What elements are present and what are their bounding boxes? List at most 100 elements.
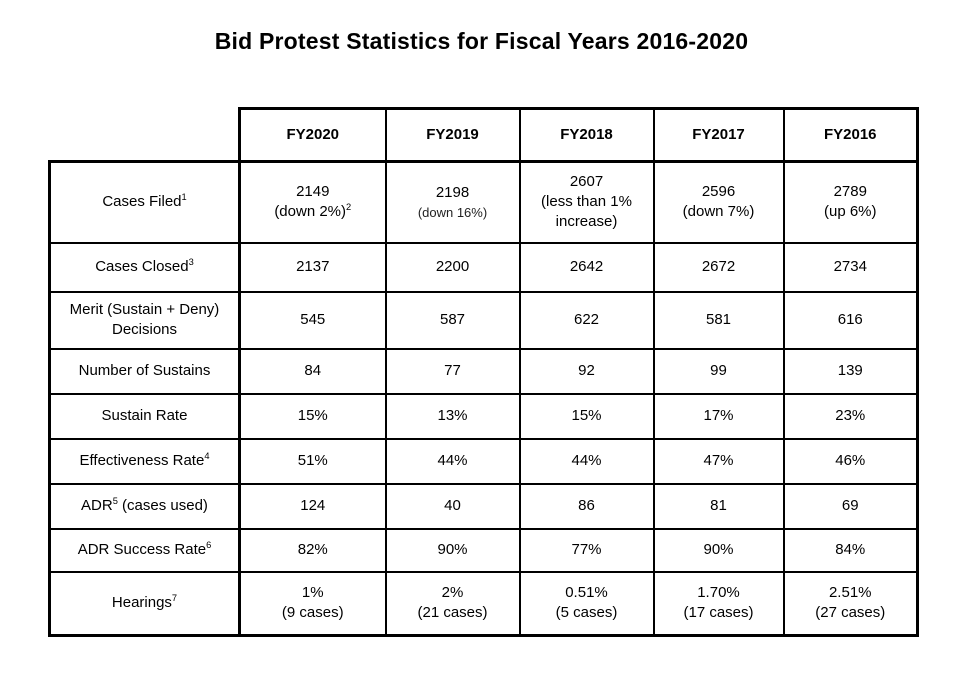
table-row: Cases Filed1 2149 (down 2%)2 2198 (down 16%)… — [48, 160, 919, 244]
cell-line: 69 — [841, 496, 859, 514]
cell-line: 2734 — [833, 257, 867, 275]
table-cell: 15% — [238, 392, 387, 440]
cell-line: 17% — [703, 406, 734, 424]
table-cell: 616 — [782, 290, 919, 350]
table-cell: 2.51% (27 cases) — [782, 570, 919, 637]
row-label: Effectiveness Rate4 — [48, 437, 241, 485]
cell-line: (down 2%)2 — [274, 202, 352, 221]
table-cell: 2137 — [238, 241, 387, 293]
table-cell: 2% (21 cases) — [384, 570, 521, 637]
row-label: Sustain Rate — [48, 392, 241, 440]
cell-line: (17 cases) — [683, 604, 754, 622]
table-cell: 2198 (down 16%) — [384, 160, 521, 244]
cell-line: 2% — [441, 584, 464, 601]
table-cell: 139 — [782, 347, 919, 395]
table-cell: 44% — [518, 437, 655, 485]
cell-line: 46% — [835, 451, 866, 469]
cell-line: 13% — [437, 406, 468, 424]
cell-line: 2137 — [296, 257, 330, 275]
row-label: ADR5 (cases used) — [48, 482, 241, 530]
cell-line: 44% — [571, 451, 602, 469]
table-cell: 46% — [782, 437, 919, 485]
cell-line: 15% — [297, 406, 328, 424]
cell-line: 2.51% — [828, 584, 872, 601]
table-cell: 2642 — [518, 241, 655, 293]
table-row: Effectiveness Rate4 51% 44% 44% 47% 46% — [48, 437, 919, 485]
cell-line: 1% — [301, 584, 324, 601]
cell-line: (less than 1% increase) — [541, 193, 632, 231]
cell-line: (21 cases) — [417, 604, 488, 622]
table-cell: 92 — [518, 347, 655, 395]
table-cell: 44% — [384, 437, 521, 485]
page-title: Bid Protest Statistics for Fiscal Years … — [214, 28, 749, 54]
cell-line: (down 7%) — [682, 203, 755, 221]
table-cell: 99 — [652, 347, 785, 395]
cell-line: 77% — [571, 540, 602, 558]
table-row: Merit (Sustain + Deny) Decisions 545 587 62… — [48, 290, 919, 350]
row-label: ADR Success Rate6 — [48, 527, 241, 573]
table-cell: 47% — [652, 437, 785, 485]
table-cell: 77 — [384, 347, 521, 395]
cell-line: 1.70% — [697, 584, 740, 601]
cell-line: 82% — [297, 540, 328, 558]
cell-line: 51% — [297, 451, 328, 469]
cell-line: 616 — [837, 310, 863, 328]
cell-line: 545 — [300, 310, 326, 328]
column-header-fy2020: FY2020 — [238, 107, 387, 163]
row-label: Hearings7 — [48, 570, 241, 637]
table-row: Sustain Rate 15% 13% 15% 17% 23% — [48, 392, 919, 440]
cell-line: 581 — [705, 310, 732, 328]
table-cell: 51% — [238, 437, 387, 485]
cell-line: (up 6%) — [823, 203, 877, 221]
table-cell: 40 — [384, 482, 521, 530]
cell-line: 622 — [573, 310, 600, 328]
cell-line: (9 cases) — [281, 604, 344, 622]
cell-line: 86 — [578, 496, 595, 514]
table-cell: 0.51% (5 cases) — [518, 570, 655, 637]
table-row: Hearings7 1% (9 cases) 2% (21 cases) 0.51% (5 … — [48, 570, 919, 637]
table-cell: 2607 (less than 1% increase) — [518, 160, 655, 244]
table-cell: 124 — [238, 482, 387, 530]
cell-line: (27 cases) — [815, 604, 886, 622]
table-cell: 2596 (down 7%) — [652, 160, 785, 244]
table-cell: 581 — [652, 290, 785, 350]
cell-line: 0.51% — [565, 584, 608, 601]
row-label: Merit (Sustain + Deny) Decisions — [48, 290, 241, 350]
table-cell: 90% — [384, 527, 521, 573]
cell-line: 2642 — [569, 257, 604, 275]
table-cell: 84 — [238, 347, 387, 395]
column-header-fy2019: FY2019 — [384, 107, 521, 163]
cell-line: 2149 — [296, 183, 330, 200]
table-body: Cases Filed1 2149 (down 2%)2 2198 (down 16%)… — [48, 160, 919, 637]
table-cell: 545 — [238, 290, 387, 350]
column-header-fy2018: FY2018 — [518, 107, 655, 163]
table-cell: 84% — [782, 527, 919, 573]
table-cell: 2789 (up 6%) — [782, 160, 919, 244]
cell-line: (down 16%) — [417, 204, 488, 220]
table-row: ADR Success Rate6 82% 90% 77% 90% 84% — [48, 527, 919, 573]
cell-line: 90% — [437, 540, 468, 558]
cell-line: 2596 — [701, 183, 736, 200]
statistics-table-container: FY2020 FY2019 FY2018 FY2017 FY2016 Cases Fil… — [48, 107, 919, 637]
table-cell: 2149 (down 2%)2 — [238, 160, 387, 244]
cell-line: 2789 — [833, 183, 867, 200]
table-cell: 2200 — [384, 241, 521, 293]
bid-protest-statistics-table: FY2020 FY2019 FY2018 FY2017 FY2016 Cases Fil… — [48, 107, 919, 637]
cell-line: 124 — [300, 496, 326, 514]
cell-line: 587 — [439, 310, 466, 328]
cell-line: 47% — [703, 451, 734, 469]
cell-line: 23% — [835, 406, 866, 424]
cell-line: (5 cases) — [555, 604, 618, 622]
table-cell: 15% — [518, 392, 655, 440]
table-header-row: FY2020 FY2019 FY2018 FY2017 FY2016 — [50, 107, 919, 163]
table-cell: 90% — [652, 527, 785, 573]
table-cell: 1% (9 cases) — [238, 570, 387, 637]
table-cell: 77% — [518, 527, 655, 573]
table-cell: 2734 — [782, 241, 919, 293]
row-label: Cases Filed1 — [48, 160, 241, 244]
table-cell: 17% — [652, 392, 785, 440]
cell-line: 84 — [304, 361, 322, 379]
cell-line: 77 — [444, 361, 461, 379]
cell-line: 44% — [437, 451, 468, 469]
